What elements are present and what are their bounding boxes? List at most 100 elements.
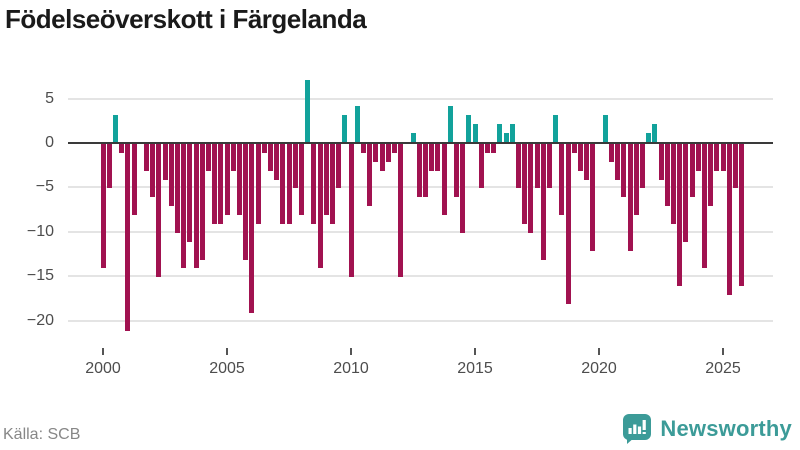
bar-2025q4 xyxy=(739,144,745,287)
x-axis-label: 2000 xyxy=(85,360,121,377)
bar-2018q2 xyxy=(553,115,559,142)
bar-2024q4 xyxy=(714,144,720,171)
bar-2000q2 xyxy=(106,144,112,189)
bar-2001q4 xyxy=(143,144,149,171)
x-axis-label: 2005 xyxy=(209,360,245,377)
x-axis-label: 2015 xyxy=(457,360,493,377)
bar-2023q2 xyxy=(677,144,683,287)
bar-2002q4 xyxy=(168,144,174,207)
bar-2025q2 xyxy=(726,144,732,296)
bar-2025q1 xyxy=(720,144,726,171)
brand-name: Newsworthy xyxy=(660,416,792,441)
bar-2017q3 xyxy=(534,144,540,189)
bar-2022q4 xyxy=(664,144,670,207)
bar-2008q4 xyxy=(317,144,323,269)
bar-2021q4 xyxy=(639,144,645,189)
x-axis-label: 2025 xyxy=(705,360,741,377)
y-axis-label: −15 xyxy=(26,267,54,285)
bar-2013q3 xyxy=(435,144,441,171)
bar-2023q3 xyxy=(683,144,689,242)
bar-2017q2 xyxy=(528,144,534,233)
bar-2009q2 xyxy=(329,144,335,224)
gridline xyxy=(68,97,773,100)
y-axis-label: −10 xyxy=(26,222,54,240)
bar-2014q1 xyxy=(447,106,453,142)
bar-2009q1 xyxy=(323,144,329,216)
x-axis-tick xyxy=(226,348,228,355)
bar-2021q2 xyxy=(627,144,633,251)
y-axis-label: 5 xyxy=(45,89,54,107)
bar-2003q3 xyxy=(187,144,193,242)
bar-2022q1 xyxy=(646,133,652,142)
bar-2004q1 xyxy=(199,144,205,260)
bar-2018q3 xyxy=(559,144,565,216)
zero-baseline xyxy=(68,142,773,144)
bar-2006q1 xyxy=(249,144,255,313)
bar-2018q1 xyxy=(546,144,552,189)
bar-2014q2 xyxy=(453,144,459,198)
bar-2006q3 xyxy=(261,144,267,153)
bar-2004q3 xyxy=(212,144,218,224)
bar-2005q2 xyxy=(230,144,236,171)
brand-logo: Newsworthy xyxy=(622,412,792,446)
bar-2015q3 xyxy=(484,144,490,153)
bar-2004q4 xyxy=(218,144,224,224)
bar-2014q4 xyxy=(466,115,472,142)
bar-2008q1 xyxy=(298,144,304,216)
x-axis-tick xyxy=(350,348,352,355)
y-axis-label: −5 xyxy=(35,178,54,196)
bar-2002q3 xyxy=(162,144,168,180)
bar-2001q2 xyxy=(131,144,137,216)
bar-2012q4 xyxy=(416,144,422,198)
bar-2016q4 xyxy=(515,144,521,189)
chart-title: Födelseöverskott i Färgelanda xyxy=(5,4,367,34)
bar-2019q4 xyxy=(590,144,596,251)
bar-2016q2 xyxy=(503,133,509,142)
bar-2000q4 xyxy=(119,144,125,153)
gridline xyxy=(68,319,773,322)
bar-chart-speech-bubble-icon xyxy=(623,414,652,444)
bar-2013q4 xyxy=(441,144,447,216)
bar-2010q1 xyxy=(348,144,354,278)
bar-2002q1 xyxy=(150,144,156,198)
bar-2018q4 xyxy=(565,144,571,304)
bar-2017q1 xyxy=(522,144,528,224)
x-axis-label: 2020 xyxy=(581,360,617,377)
x-axis-tick xyxy=(722,348,724,355)
bar-2021q3 xyxy=(633,144,639,216)
bar-2005q3 xyxy=(236,144,242,216)
bar-2008q3 xyxy=(311,144,317,224)
bar-2005q4 xyxy=(243,144,249,260)
bar-2001q1 xyxy=(125,144,131,331)
bar-2000q3 xyxy=(112,115,118,142)
bar-2003q2 xyxy=(181,144,187,269)
bar-2024q2 xyxy=(701,144,707,269)
bar-2013q1 xyxy=(422,144,428,198)
bar-2008q2 xyxy=(305,79,311,142)
bar-2023q4 xyxy=(689,144,695,198)
bar-2006q2 xyxy=(255,144,261,224)
bar-2020q3 xyxy=(608,144,614,162)
bar-2025q3 xyxy=(732,144,738,189)
bar-2000q1 xyxy=(100,144,106,269)
bar-2024q3 xyxy=(708,144,714,207)
x-axis-tick xyxy=(598,348,600,355)
bar-2015q4 xyxy=(491,144,497,153)
bar-2007q1 xyxy=(274,144,280,180)
x-axis-tick xyxy=(102,348,104,355)
bar-2010q3 xyxy=(360,144,366,153)
bar-2022q3 xyxy=(658,144,664,180)
x-axis-label: 2010 xyxy=(333,360,369,377)
gridline xyxy=(68,230,773,233)
source-label: Källa: SCB xyxy=(3,426,81,443)
bar-2009q3 xyxy=(336,144,342,189)
y-axis-label: −20 xyxy=(26,311,54,329)
bar-2015q1 xyxy=(472,124,478,142)
bar-2022q2 xyxy=(652,124,658,142)
x-axis-tick xyxy=(474,348,476,355)
bar-2012q3 xyxy=(410,133,416,142)
bar-2007q3 xyxy=(286,144,292,224)
bar-2014q3 xyxy=(460,144,466,233)
bar-2024q1 xyxy=(695,144,701,171)
